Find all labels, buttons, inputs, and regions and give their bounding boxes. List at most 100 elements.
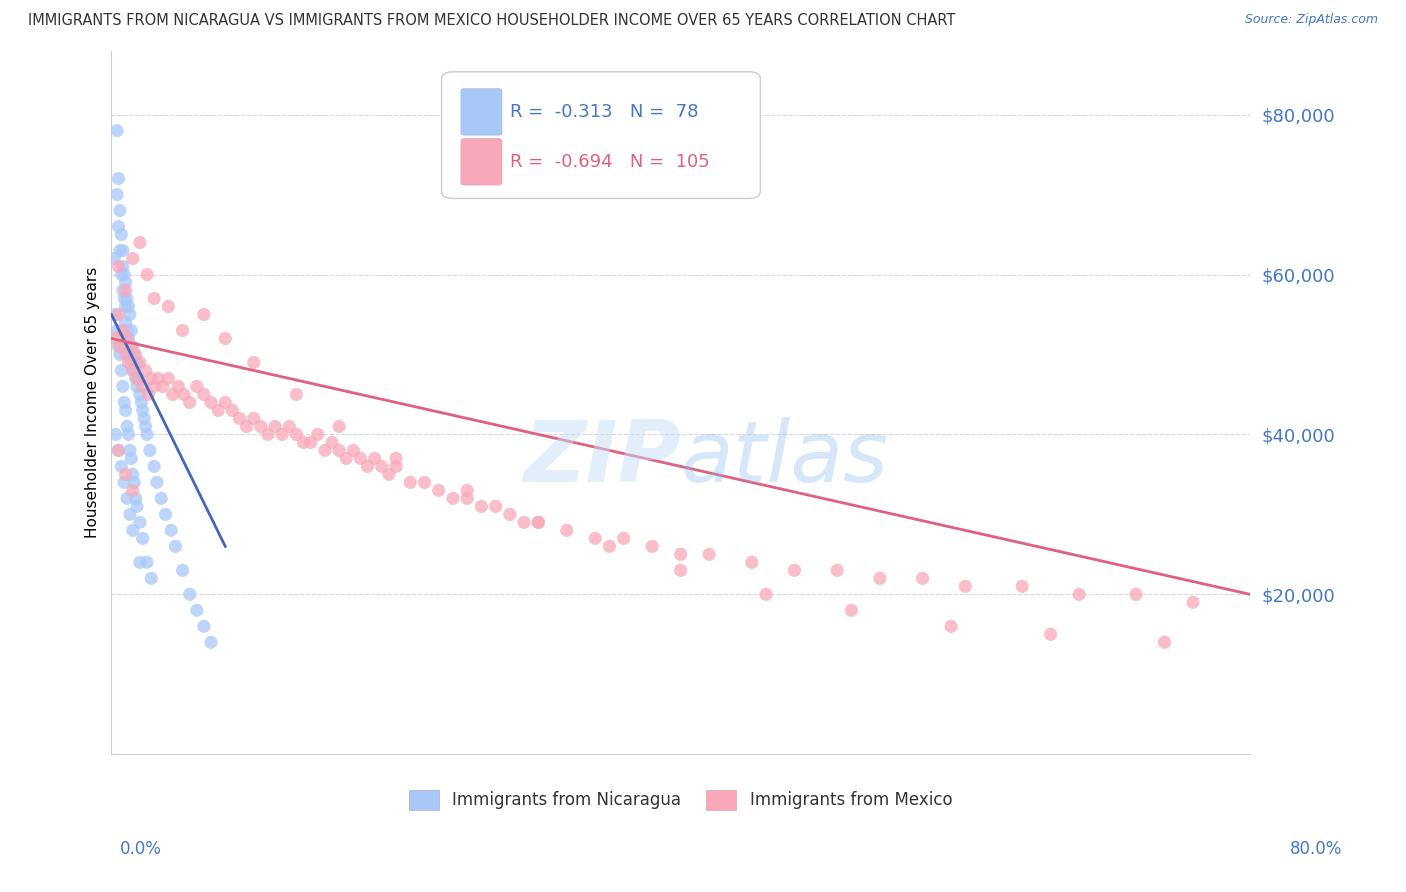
Text: R =  -0.313   N =  78: R = -0.313 N = 78 [510, 103, 699, 121]
Point [371, 459, 394, 474]
Point [107, 443, 129, 458]
Point [221, 403, 243, 417]
Point [118, 443, 141, 458]
Text: R =  -0.694   N =  105: R = -0.694 N = 105 [510, 153, 710, 171]
Point [104, 308, 127, 322]
Point [124, 347, 146, 361]
Point [143, 379, 166, 393]
Point [314, 443, 336, 458]
Point [328, 419, 350, 434]
Point [214, 395, 236, 409]
Point [107, 171, 129, 186]
Point [1011, 579, 1033, 593]
Point [363, 451, 385, 466]
Point [115, 419, 138, 434]
Point [107, 443, 129, 458]
Point [111, 379, 134, 393]
Point [1069, 587, 1091, 601]
Point [110, 459, 132, 474]
Text: IMMIGRANTS FROM NICARAGUA VS IMMIGRANTS FROM MEXICO HOUSEHOLDER INCOME OVER 65 Y: IMMIGRANTS FROM NICARAGUA VS IMMIGRANTS … [28, 13, 956, 29]
Point [783, 563, 806, 577]
Point [160, 524, 183, 538]
Point [157, 300, 180, 314]
Point [111, 324, 134, 338]
Point [167, 379, 190, 393]
Point [121, 467, 143, 482]
Point [104, 427, 127, 442]
Text: atlas: atlas [681, 417, 889, 500]
Point [193, 619, 215, 633]
Point [117, 427, 139, 442]
Point [235, 419, 257, 434]
Point [128, 355, 150, 369]
Point [356, 459, 378, 474]
Point [107, 260, 129, 274]
Point [114, 467, 136, 482]
Point [162, 387, 184, 401]
Point [1039, 627, 1062, 641]
Point [292, 435, 315, 450]
Point [105, 187, 128, 202]
Point [1181, 595, 1204, 609]
Point [115, 491, 138, 506]
Point [583, 532, 606, 546]
Point [399, 475, 422, 490]
FancyBboxPatch shape [461, 138, 502, 185]
Point [108, 244, 131, 258]
Point [141, 371, 163, 385]
FancyBboxPatch shape [461, 88, 502, 135]
Point [132, 379, 155, 393]
Point [120, 355, 142, 369]
Point [669, 547, 692, 561]
Point [104, 331, 127, 345]
Point [598, 539, 620, 553]
Point [121, 363, 143, 377]
Point [120, 324, 142, 338]
Point [121, 363, 143, 377]
Point [117, 331, 139, 345]
Point [136, 555, 159, 569]
FancyBboxPatch shape [441, 71, 761, 198]
Point [641, 539, 664, 553]
Point [186, 379, 208, 393]
Point [143, 459, 166, 474]
Point [150, 491, 173, 506]
Point [127, 371, 149, 385]
Point [121, 339, 143, 353]
Point [271, 427, 294, 442]
Point [335, 451, 357, 466]
Point [108, 347, 131, 361]
Point [121, 252, 143, 266]
Point [120, 451, 142, 466]
Point [485, 500, 508, 514]
Point [134, 411, 156, 425]
Point [110, 268, 132, 282]
Point [513, 516, 536, 530]
Point [107, 339, 129, 353]
Text: 80.0%: 80.0% [1291, 840, 1343, 858]
Point [242, 355, 264, 369]
Point [124, 371, 146, 385]
Point [114, 284, 136, 298]
Point [141, 571, 163, 585]
Point [118, 308, 141, 322]
Point [385, 451, 408, 466]
Point [125, 379, 148, 393]
Point [328, 443, 350, 458]
Text: Source: ZipAtlas.com: Source: ZipAtlas.com [1244, 13, 1378, 27]
Point [228, 411, 250, 425]
Point [441, 491, 464, 506]
Point [117, 300, 139, 314]
Point [111, 244, 134, 258]
Point [105, 123, 128, 137]
Point [697, 547, 720, 561]
Point [132, 532, 155, 546]
Point [172, 324, 194, 338]
Point [132, 403, 155, 417]
Legend: Immigrants from Nicaragua, Immigrants from Mexico: Immigrants from Nicaragua, Immigrants fr… [402, 784, 959, 816]
Point [122, 475, 145, 490]
Point [110, 363, 132, 377]
Point [121, 483, 143, 498]
Point [299, 435, 322, 450]
Point [1125, 587, 1147, 601]
